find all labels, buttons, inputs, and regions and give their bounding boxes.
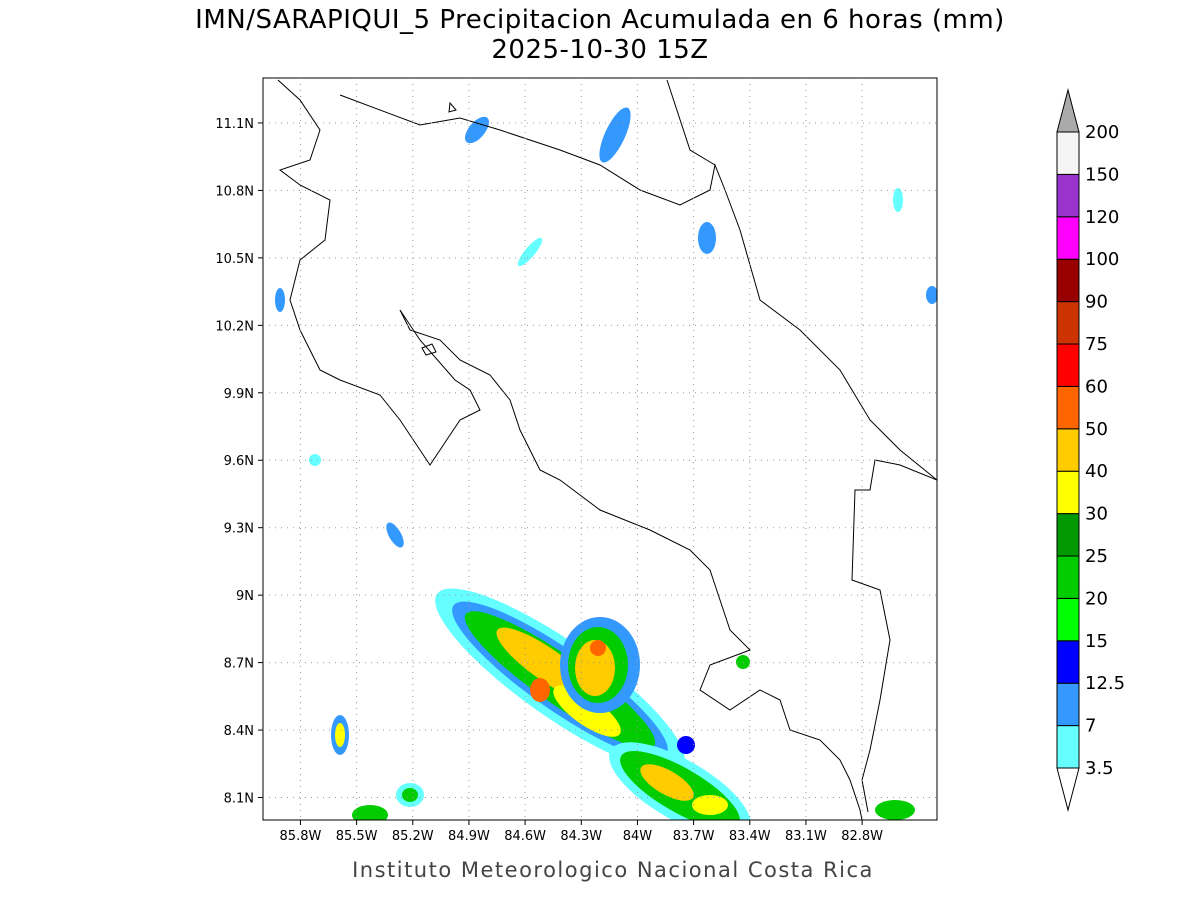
y-tick-label: 8.1N	[224, 792, 254, 807]
title: IMN/SARAPIQUI_5 Precipitacion Acumulada …	[195, 5, 1005, 35]
plot-frame	[262, 77, 938, 821]
y-tick-label: 10.5N	[215, 252, 254, 267]
x-tick-label: 82.8W	[841, 829, 883, 844]
y-tick-label: 11.1N	[215, 117, 254, 132]
colorbar-swatch	[1056, 301, 1080, 345]
x-tick-label: 83.7W	[673, 829, 715, 844]
colorbar-swatch	[1056, 725, 1080, 769]
colorbar-swatch	[1056, 513, 1080, 557]
colorbar-label: 30	[1085, 504, 1108, 525]
x-tick-label: 83.4W	[729, 829, 771, 844]
colorbar-swatch	[1056, 216, 1080, 260]
colorbar-label: 3.5	[1085, 758, 1114, 779]
colorbar-label: 75	[1085, 334, 1108, 355]
x-tick-label: 84.9W	[448, 829, 490, 844]
y-tick-label: 10.2N	[215, 319, 254, 334]
colorbar-swatch	[1056, 640, 1080, 684]
colorbar-swatch	[1056, 343, 1080, 387]
x-tick-label: 83.1W	[785, 829, 827, 844]
subtitle: 2025-10-30 15Z	[491, 35, 708, 65]
colorbar-label: 20	[1085, 588, 1108, 609]
footer: Instituto Meteorologico Nacional Costa R…	[352, 858, 874, 882]
colorbar-swatch	[1056, 555, 1080, 599]
x-tick-label: 84.3W	[560, 829, 602, 844]
colorbar-label: 150	[1085, 164, 1119, 185]
colorbar-swatch	[1056, 131, 1080, 175]
y-tick-label: 10.8N	[215, 184, 254, 199]
coastline	[277, 79, 937, 820]
y-tick-label: 9N	[236, 589, 254, 604]
y-tick-label: 9.6N	[224, 454, 254, 469]
colorbar-label: 200	[1085, 122, 1119, 143]
colorbar-label: 60	[1085, 376, 1108, 397]
x-tick-label: 85.5W	[336, 829, 378, 844]
colorbar-swatch	[1056, 385, 1080, 430]
colorbar-label: 90	[1085, 292, 1108, 313]
y-tick-label: 8.7N	[224, 657, 254, 672]
colorbar-swatch	[1056, 258, 1080, 303]
colorbar-label: 120	[1085, 207, 1119, 228]
x-tick-label: 85.8W	[280, 829, 322, 844]
x-tick-label: 85.2W	[392, 829, 434, 844]
precipitation-field	[275, 107, 937, 820]
colorbar-label: 50	[1085, 419, 1108, 440]
colorbar-swatch	[1056, 682, 1080, 727]
colorbar-over	[1056, 88, 1080, 133]
colorbar-under	[1056, 767, 1080, 812]
colorbar-label: 40	[1085, 461, 1108, 482]
y-tick-label: 8.4N	[224, 724, 254, 739]
colorbar-swatch	[1056, 173, 1080, 218]
colorbar-swatch	[1056, 428, 1080, 472]
y-tick-label: 9.3N	[224, 522, 254, 537]
colorbar-label: 15	[1085, 631, 1108, 652]
x-tick-label: 84W	[623, 829, 653, 844]
colorbar-label: 12.5	[1085, 673, 1125, 694]
x-tick-label: 84.6W	[504, 829, 546, 844]
colorbar-label: 7	[1085, 716, 1096, 737]
y-tick-label: 9.9N	[224, 387, 254, 402]
colorbar-label: 100	[1085, 249, 1119, 270]
colorbar-swatch	[1056, 470, 1080, 515]
colorbar-label: 25	[1085, 546, 1108, 567]
colorbar-swatch	[1056, 597, 1080, 642]
